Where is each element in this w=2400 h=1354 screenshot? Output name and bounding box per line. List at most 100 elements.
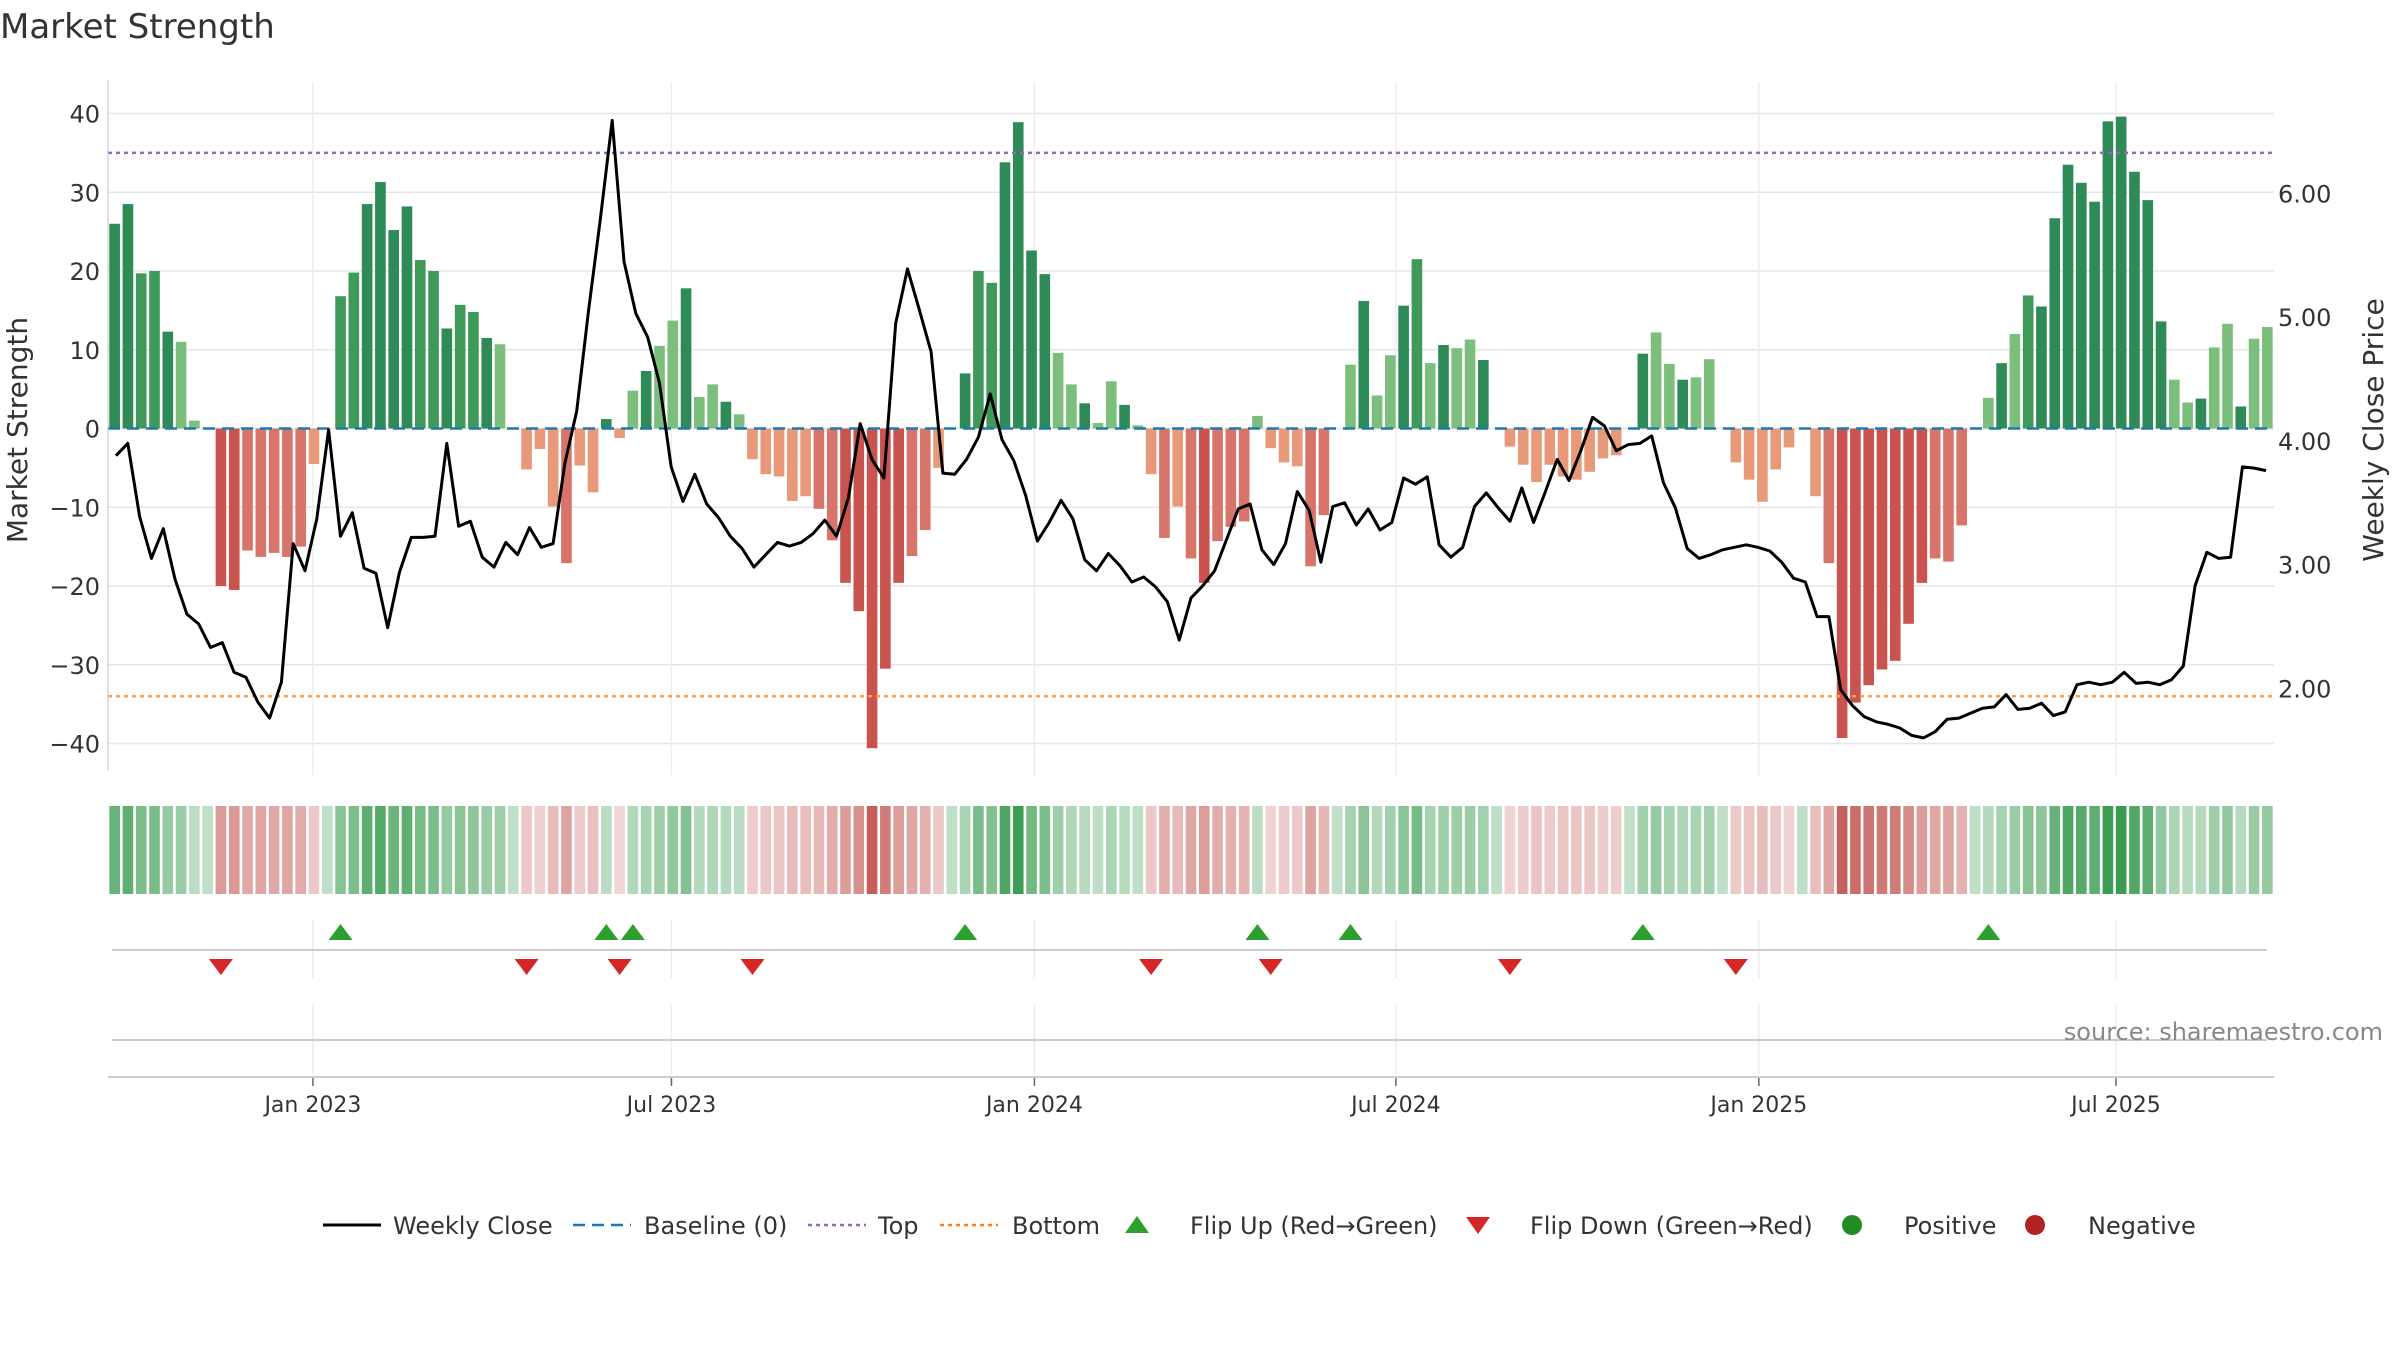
heat-cell	[946, 806, 958, 894]
left-tick-label: −30	[49, 652, 100, 680]
strength-bar	[720, 401, 732, 429]
legend-positive-swatch	[1842, 1215, 1862, 1235]
heat-cell	[1491, 806, 1502, 894]
strength-bar	[1052, 352, 1064, 429]
ylabel-left: Market Strength	[1, 317, 34, 543]
right-tick-label: 5.00	[2278, 304, 2331, 332]
heat-cell	[614, 806, 625, 894]
strength-bar	[1345, 364, 1356, 429]
strength-bar	[215, 428, 227, 586]
heat-cell	[1517, 806, 1529, 894]
flip-up-marker	[1630, 924, 1655, 940]
heat-cell	[202, 806, 213, 894]
strength-bar	[1504, 428, 1516, 447]
strength-bar	[242, 428, 253, 551]
strength-bar	[1544, 428, 1556, 465]
heat-cell	[1610, 806, 1622, 894]
strength-bar	[2036, 306, 2047, 429]
strength-bar	[694, 397, 705, 429]
heat-cell	[2182, 806, 2193, 894]
legend-label-weekly-close: Weekly Close	[393, 1212, 553, 1240]
heat-cell	[1119, 806, 1130, 894]
x-tick-label: Jan 2024	[984, 1093, 1083, 1118]
heat-cell	[1996, 806, 2007, 894]
heat-cell	[375, 806, 386, 894]
strength-bar	[2222, 323, 2233, 429]
strength-bar	[1105, 381, 1117, 429]
strength-bar	[1464, 339, 1476, 429]
heat-cell	[1026, 806, 1037, 894]
left-tick-label: 30	[69, 179, 100, 207]
strength-bar	[1850, 428, 1861, 703]
strength-bar	[414, 259, 426, 429]
left-tick-label: 20	[69, 258, 100, 286]
strength-bar	[919, 428, 931, 531]
heat-cell	[2155, 806, 2167, 894]
strength-bar	[2009, 334, 2021, 429]
heat-cell	[481, 806, 493, 894]
heat-cell	[1278, 806, 1290, 894]
strength-bar	[1823, 428, 1835, 564]
heat-cell	[1943, 806, 1954, 894]
strength-bar	[1690, 377, 1702, 429]
left-tick-label: 40	[69, 101, 100, 129]
heat-cell	[707, 806, 718, 894]
strength-bar	[1517, 428, 1529, 465]
heat-cell	[1092, 806, 1104, 894]
heat-cell	[1185, 806, 1197, 894]
strength-bar	[109, 223, 120, 429]
strength-bar	[547, 428, 559, 507]
heat-cell	[1956, 806, 1968, 894]
strength-bar	[1916, 428, 1928, 583]
legend-label-positive: Positive	[1904, 1212, 1997, 1240]
strength-bar	[1012, 122, 1024, 429]
heat-cell	[215, 806, 227, 894]
heat-cell	[2062, 806, 2074, 894]
heat-cell	[2262, 806, 2273, 894]
strength-bar	[667, 320, 679, 429]
strength-bar	[268, 428, 280, 553]
heat-cell	[2089, 806, 2100, 894]
heat-cell	[760, 806, 772, 894]
strength-bar	[308, 428, 320, 464]
heat-cell	[494, 806, 506, 894]
strength-bar	[1039, 274, 1051, 429]
heat-cell	[919, 806, 931, 894]
heat-cell	[1252, 806, 1263, 894]
strength-bar	[1092, 422, 1104, 429]
strength-bar	[561, 428, 572, 564]
flip-up-marker	[1245, 924, 1270, 940]
strength-bar	[1664, 363, 1675, 429]
heat-cell	[109, 806, 120, 894]
flip-up-marker	[1976, 924, 2001, 940]
heat-cell	[1929, 806, 1941, 894]
heat-cell	[1079, 806, 1091, 894]
heat-cell	[1424, 806, 1436, 894]
heat-cell	[414, 806, 426, 894]
legend-flip-down-swatch	[1466, 1217, 1490, 1234]
heat-cell	[1172, 806, 1184, 894]
heat-cell	[1810, 806, 1821, 894]
legend-flip-up-swatch	[1125, 1216, 1149, 1233]
heat-cell	[1743, 806, 1755, 894]
strength-bar	[1026, 250, 1037, 429]
strength-bar	[2208, 347, 2220, 429]
flip-up-marker	[1338, 924, 1363, 940]
heat-cell	[1717, 806, 1728, 894]
strength-bar	[401, 206, 413, 429]
strength-bar	[454, 304, 466, 429]
strength-bar	[1252, 415, 1263, 429]
left-tick-label: −40	[49, 731, 100, 759]
heat-cell	[1544, 806, 1556, 894]
heat-cell	[2009, 806, 2021, 894]
strength-bar	[773, 428, 785, 477]
heat-cell	[282, 806, 293, 894]
heat-cell	[1464, 806, 1476, 894]
strength-bar	[800, 428, 811, 497]
heat-cell	[1969, 806, 1981, 894]
strength-bar	[1411, 259, 1423, 429]
heat-cell	[2195, 806, 2207, 894]
heat-cell	[1889, 806, 1901, 894]
strength-bar	[826, 428, 838, 541]
strength-heat-strip	[109, 806, 2273, 894]
